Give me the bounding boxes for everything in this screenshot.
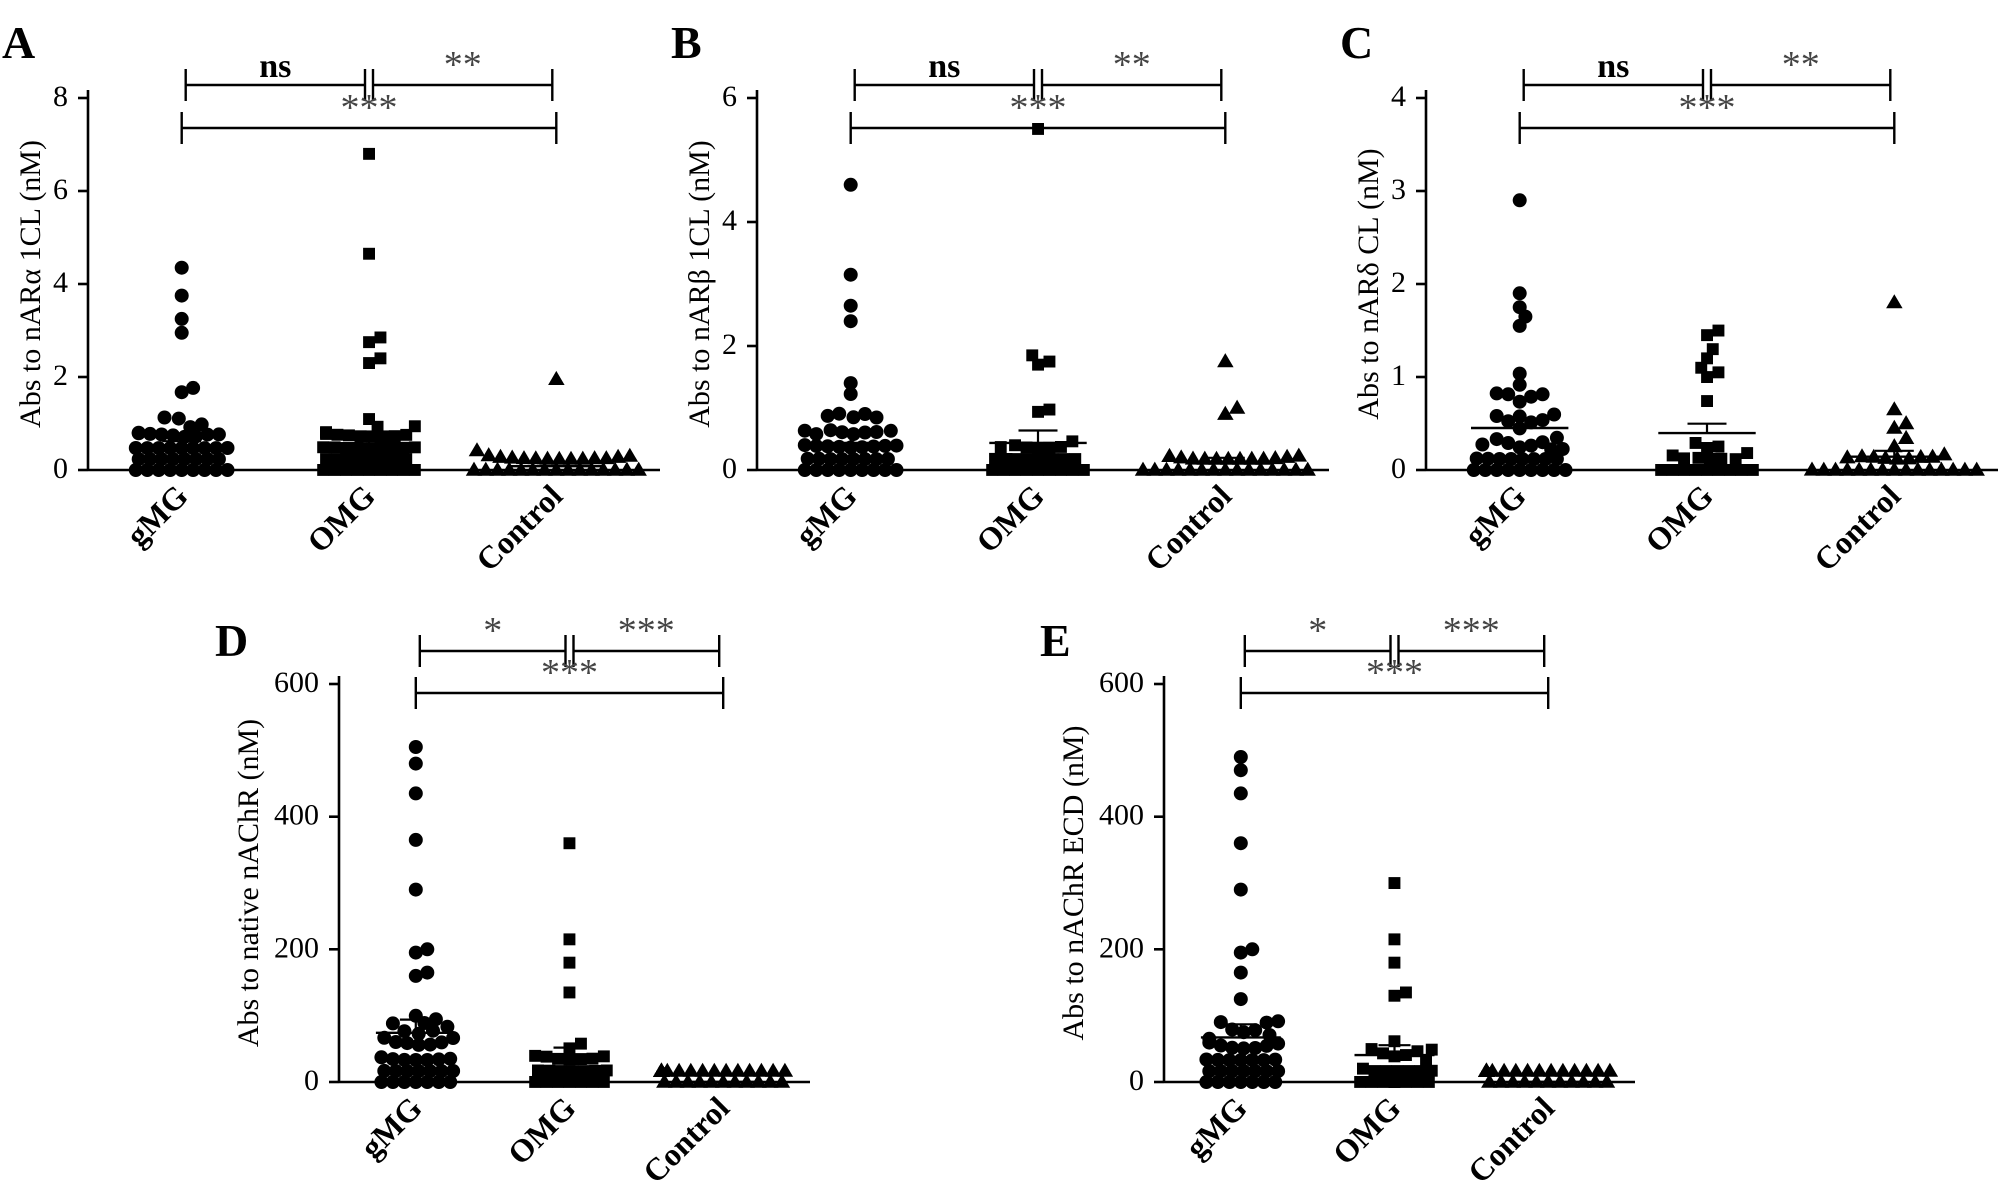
svg-text:ns: ns [928,48,960,85]
svg-text:0: 0 [1391,452,1406,485]
svg-text:OMG: OMG [1638,477,1720,559]
svg-text:ns: ns [1597,48,1629,85]
svg-text:**: ** [1113,44,1151,86]
svg-text:4: 4 [53,266,68,299]
svg-text:*: * [1308,610,1327,652]
svg-text:0: 0 [722,452,737,485]
svg-text:OMG: OMG [969,477,1051,559]
svg-text:***: *** [541,652,598,694]
svg-text:Control: Control [1138,477,1239,578]
svg-text:A: A [2,17,35,68]
svg-text:B: B [671,17,702,68]
svg-text:***: *** [1443,610,1500,652]
svg-text:gMG: gMG [1178,1089,1254,1165]
svg-text:400: 400 [274,799,319,832]
svg-text:Abs to native nAChR (nM): Abs to native nAChR (nM) [232,719,265,1047]
svg-text:***: *** [1679,87,1736,129]
svg-text:E: E [1040,615,1071,666]
svg-text:8: 8 [53,80,68,113]
svg-text:C: C [1340,17,1373,68]
svg-text:Abs to nARβ 1CL (nM): Abs to nARβ 1CL (nM) [683,140,716,428]
svg-text:600: 600 [1099,666,1144,699]
svg-text:0: 0 [1129,1064,1144,1097]
svg-text:200: 200 [274,931,319,964]
svg-text:Control: Control [636,1089,737,1190]
svg-text:D: D [215,615,248,666]
svg-text:**: ** [444,44,482,86]
svg-text:Abs to nARδ CL (nM): Abs to nARδ CL (nM) [1352,148,1385,419]
svg-text:6: 6 [53,173,68,206]
svg-text:1: 1 [1391,359,1406,392]
svg-text:OMG: OMG [500,1089,582,1171]
svg-text:Control: Control [1461,1089,1562,1190]
svg-text:Abs to nAChR ECD (nM): Abs to nAChR ECD (nM) [1057,725,1090,1040]
svg-text:OMG: OMG [1325,1089,1407,1171]
svg-text:***: *** [1010,87,1067,129]
svg-text:2: 2 [53,359,68,392]
svg-text:***: *** [341,87,398,129]
svg-text:4: 4 [722,204,737,237]
svg-text:ns: ns [259,48,291,85]
svg-text:OMG: OMG [300,477,382,559]
svg-text:4: 4 [1391,80,1406,113]
svg-text:Abs to nARα 1CL (nM): Abs to nARα 1CL (nM) [14,140,47,428]
svg-text:6: 6 [722,80,737,113]
svg-text:200: 200 [1099,931,1144,964]
svg-text:400: 400 [1099,799,1144,832]
svg-text:***: *** [618,610,675,652]
svg-text:*: * [483,610,502,652]
svg-text:Control: Control [1807,477,1908,578]
svg-text:***: *** [1366,652,1423,694]
svg-text:0: 0 [304,1064,319,1097]
svg-text:gMG: gMG [353,1089,429,1165]
svg-text:0: 0 [53,452,68,485]
svg-text:gMG: gMG [119,477,195,553]
svg-text:600: 600 [274,666,319,699]
svg-text:Control: Control [469,477,570,578]
svg-text:**: ** [1782,44,1820,86]
svg-text:gMG: gMG [788,477,864,553]
svg-text:2: 2 [722,328,737,361]
svg-text:3: 3 [1391,173,1406,206]
svg-text:gMG: gMG [1457,477,1533,553]
svg-text:2: 2 [1391,266,1406,299]
